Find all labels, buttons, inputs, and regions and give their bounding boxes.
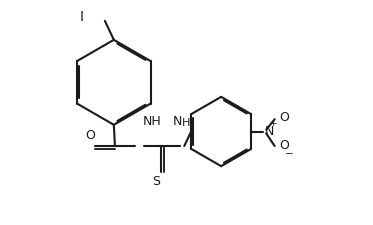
Text: NH: NH xyxy=(143,115,162,128)
Text: I: I xyxy=(79,10,83,24)
Text: −: − xyxy=(285,149,294,159)
Text: O: O xyxy=(85,129,95,142)
Text: O: O xyxy=(279,139,289,152)
Text: N: N xyxy=(172,115,182,128)
Text: O: O xyxy=(279,111,289,124)
Text: S: S xyxy=(152,175,160,188)
Text: H: H xyxy=(182,118,190,128)
Text: +: + xyxy=(269,119,276,128)
Text: N: N xyxy=(265,125,274,138)
